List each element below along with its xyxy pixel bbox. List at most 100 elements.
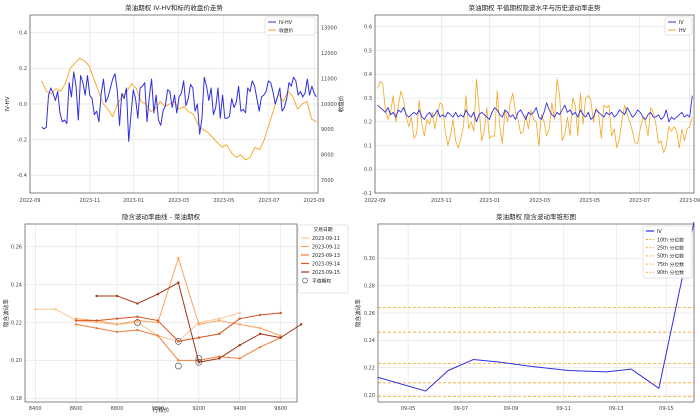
smile-point [238,343,241,347]
smile-point [115,323,119,326]
legend-label-hv: HV [679,28,687,34]
smile-point [197,336,201,339]
y-tick-label: 0.22 [364,366,375,372]
iv-hv-line [41,71,317,142]
smile-point [177,359,180,362]
x-tick-label: 9000 [152,406,165,412]
smile-point [115,294,119,298]
smile-point [218,332,221,336]
smile-point [115,330,119,334]
legend-label-iv: IV [657,229,662,235]
chart-title: 菜油期权 IV-HV和标的收盘价走势 [125,3,223,12]
smile-point [258,326,262,330]
smile-point [136,328,139,332]
smile-point [238,357,241,360]
x-tick-label: 09-09 [504,406,519,412]
atm-iv-hv-chart: 2022-09 2023-11 2023-01 2023-03 2023-05 2023-… [362,3,700,204]
x-axis-label: 行权价 [153,406,170,414]
smile-point [238,323,241,326]
plot-frame [374,14,695,194]
chart-title: 隐含波动率曲线 - 菜油期权 [122,212,200,221]
y-tick-label: 0.26 [364,311,375,317]
x-tick-label: 8400 [29,406,42,412]
y-axis-label: 隐含波动率 [2,299,10,327]
y-tick-label: 0.5 [364,48,372,54]
y-tick-label: 0.0 [364,167,372,173]
plot-frame [24,223,298,403]
y-tick-label: 0.22 [11,320,22,326]
plot-frame [29,14,319,194]
smile-point [218,357,221,360]
legend-label-date: 2023-09-15 [312,270,340,276]
chart-title: 菜油期权 平值期权隐波水平与历史波动率走势 [468,3,601,12]
smile-point [74,323,78,326]
price-line [41,57,317,161]
x-tick-label: 9200 [192,406,205,412]
smile-point [95,326,98,330]
smile-point [115,317,119,320]
smile-point [156,292,160,296]
smile-point [54,308,57,311]
smile-point [136,315,139,318]
y-tick-label: 0.0 [19,102,27,108]
smile-point [136,321,139,324]
x-tick-label: 2022-09 [365,198,386,204]
smile-point [34,308,37,311]
legend-label-quantile: 50th 分位数 [657,253,684,260]
smile-point [238,311,241,315]
atm-marker [195,358,203,366]
smile-point [258,313,262,317]
legend-label-date: 2023-09-14 [312,261,340,267]
y-tick-label: 0.26 [11,245,22,251]
smile-point [177,256,180,260]
smile-point [279,334,282,337]
y-axis-label: 隐含波动率 [354,299,362,327]
x-tick-label: 09-11 [556,406,571,412]
atm-marker [175,362,182,370]
smile-point [238,317,241,320]
x-tick-label: 2023-01 [123,198,144,204]
y-tick-label: 0.3 [364,96,372,102]
legend-label-iv-hv: IV-HV [279,20,293,26]
y-tick-label: 0.4 [364,72,372,78]
atm-marker [195,355,203,362]
legend-title: 交易日期 [313,226,332,233]
x-tick-label: 8600 [70,406,83,412]
smile-point [279,336,282,339]
y-tick-label: 0.4 [19,31,27,37]
smile-point [218,355,221,358]
y-tick-label: -0.4 [17,173,27,179]
y-tick-label: 0.6 [364,25,372,31]
legend-label-quantile: 75th 分位数 [657,261,684,268]
x-tick-label: 2023-09 [304,198,325,204]
smile-point [95,321,98,324]
y2-tick-label: 11000 [321,76,337,82]
x-tick-label: 2023-11 [79,198,100,204]
smile-point [258,332,262,336]
atm-marker [175,338,182,345]
x-tick-label: 2023-07 [629,198,650,204]
chart-title: 菜油期权 隐含波动率锥形图 [496,212,576,221]
smile-point [218,317,221,320]
x-tick-label: 2023-03 [529,198,550,204]
smile-point [258,345,262,349]
smile-point [74,317,78,320]
x-tick-label: 2023-05 [579,198,600,204]
x-tick-label: 9600 [274,406,287,412]
smile-point [156,334,160,337]
y2-tick-label: 9000 [321,127,334,133]
x-tick-label: 8800 [111,406,124,412]
smile-point [156,319,160,322]
smile-point [136,319,139,322]
legend-label-date: 2023-09-11 [312,236,340,242]
plot-frame [377,223,695,403]
legend-box [297,224,349,294]
legend-label-iv: IV [679,20,684,26]
smile-point [136,302,139,305]
y-tick-label: -0.2 [17,137,27,143]
legend-box [264,16,316,36]
y2-tick-label: 12000 [321,51,337,57]
legend-label-quantile: 90th 分位数 [657,269,684,276]
iv-hv-price-chart: 2022-09 2023-11 2023-01 2023-03 2023-05 2023-… [5,3,345,204]
